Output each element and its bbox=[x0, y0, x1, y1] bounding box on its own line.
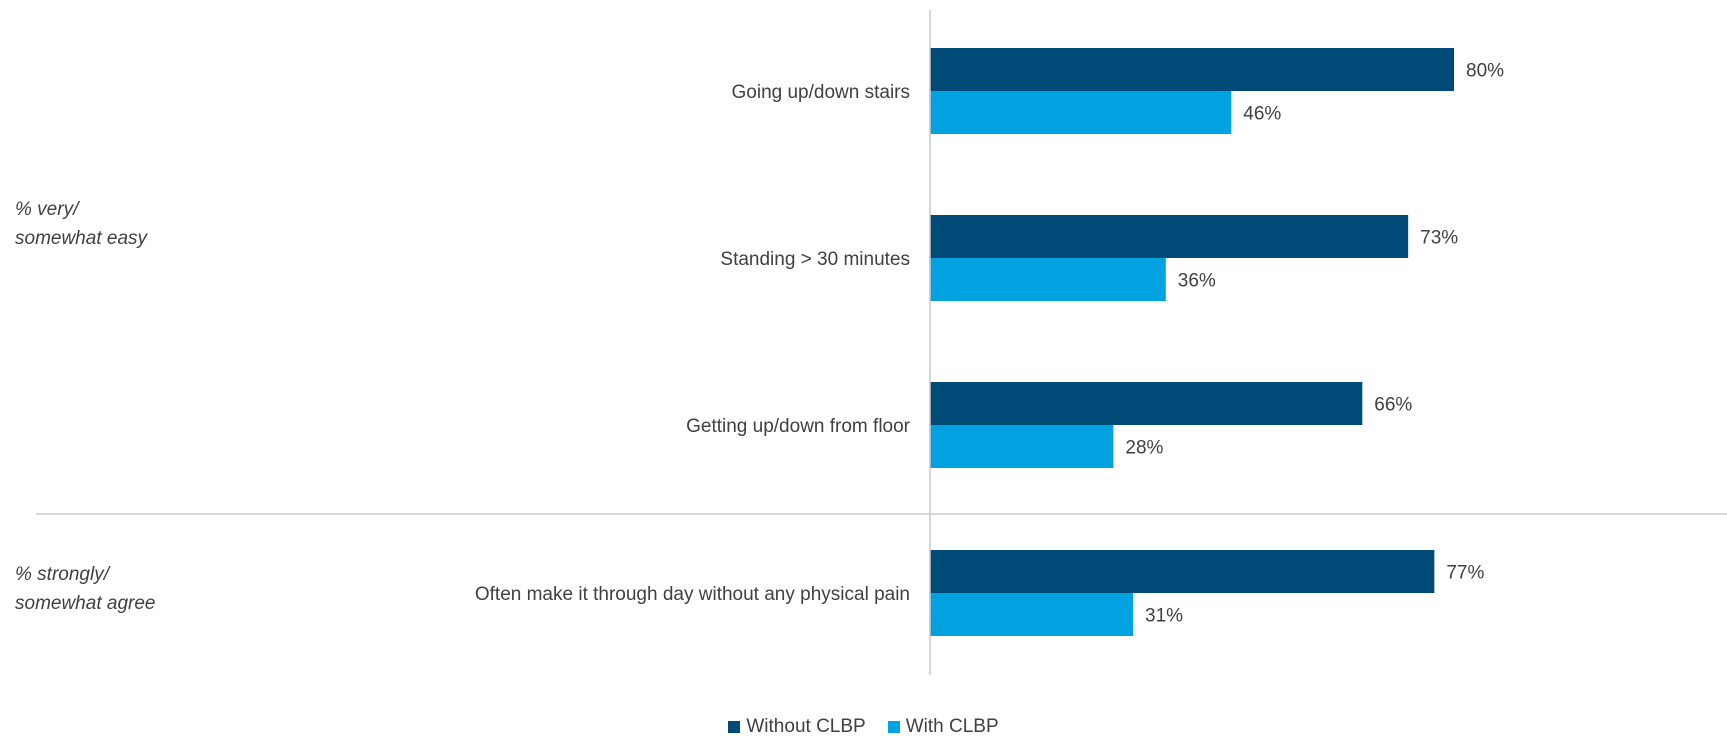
category-label-getting-up-down-from-floor: Getting up/down from floor bbox=[686, 416, 911, 437]
bars-layer bbox=[930, 48, 1454, 636]
legend-label-without-clbp: Without CLBP bbox=[746, 716, 866, 737]
value-label-with-clbp-getting-up-down-from-floor: 28% bbox=[1125, 438, 1163, 459]
bar-with-clbp-often-make-it-through-day-without-any-physical-pain bbox=[930, 593, 1134, 636]
bar-with-clbp-standing-30-minutes bbox=[930, 258, 1166, 301]
legend-label-with-clbp: With CLBP bbox=[905, 716, 999, 737]
group-label-1-line-2: somewhat easy bbox=[15, 228, 149, 249]
value-label-with-clbp-going-up-down-stairs: 46% bbox=[1243, 104, 1281, 125]
labels-layer: Going up/down stairs 80% 46% Standing > 30 … bbox=[475, 61, 1504, 627]
value-label-with-clbp-standing-30-minutes: 36% bbox=[1178, 271, 1216, 292]
legend-swatch-without-clbp bbox=[728, 721, 741, 733]
group-labels-layer: % very/somewhat easy % strongly/somewhat … bbox=[15, 199, 155, 614]
legend-item-without-clbp: Without CLBP bbox=[728, 716, 866, 738]
bar-without-clbp-often-make-it-through-day-without-any-physical-pain bbox=[930, 550, 1435, 593]
value-label-without-clbp-getting-up-down-from-floor: 66% bbox=[1374, 395, 1412, 416]
value-label-without-clbp-often-make-it-through-day-without-any-physical-pain: 77% bbox=[1446, 563, 1484, 584]
category-label-standing-30-minutes: Standing > 30 minutes bbox=[720, 249, 910, 270]
bar-without-clbp-standing-30-minutes bbox=[930, 215, 1409, 258]
legend-swatch-with-clbp bbox=[887, 721, 900, 733]
group-label-2-line-1: % strongly/ bbox=[15, 564, 111, 585]
value-label-without-clbp-going-up-down-stairs: 80% bbox=[1466, 61, 1504, 82]
legend-item-with-clbp: With CLBP bbox=[887, 716, 999, 738]
legend: Without CLBP With CLBP bbox=[0, 716, 1727, 738]
value-label-with-clbp-often-make-it-through-day-without-any-physical-pain: 31% bbox=[1145, 606, 1183, 627]
category-label-going-up-down-stairs: Going up/down stairs bbox=[732, 82, 911, 103]
bar-without-clbp-getting-up-down-from-floor bbox=[930, 382, 1363, 425]
category-label-often-make-it-through-day-without-any-physical-pain: Often make it through day without any ph… bbox=[475, 584, 910, 605]
value-label-without-clbp-standing-30-minutes: 73% bbox=[1420, 228, 1458, 249]
group-label-1-line-1: % very/ bbox=[15, 199, 80, 220]
bar-with-clbp-getting-up-down-from-floor bbox=[930, 425, 1114, 468]
group-label-2-line-2: somewhat agree bbox=[15, 593, 155, 614]
bar-without-clbp-going-up-down-stairs bbox=[930, 48, 1454, 91]
bar-with-clbp-going-up-down-stairs bbox=[930, 91, 1232, 134]
